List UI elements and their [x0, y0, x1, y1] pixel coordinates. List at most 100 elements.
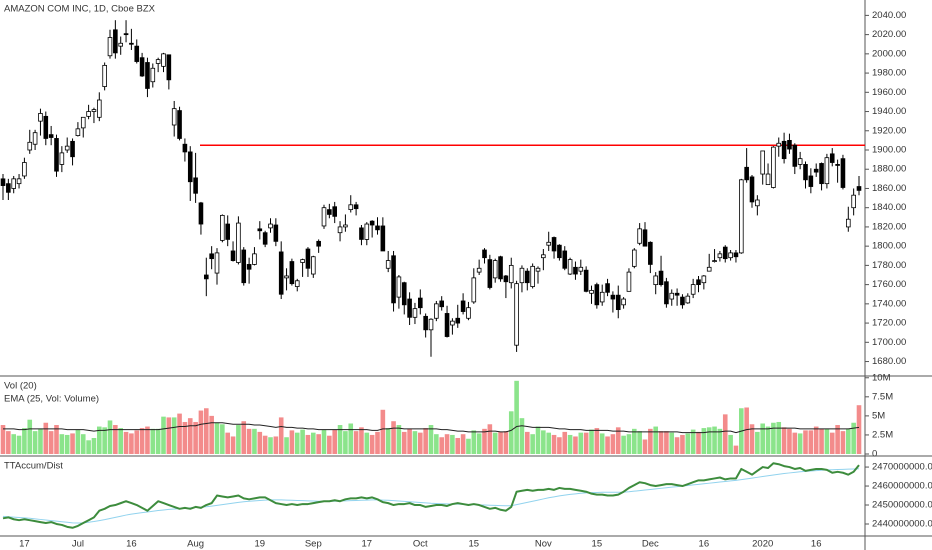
candle-body: [621, 298, 626, 306]
volume-bar: [476, 433, 482, 454]
candle-body: [824, 157, 830, 185]
volume-bar: [685, 433, 691, 454]
volume-bar: [48, 431, 54, 454]
y-tick-label: 1940.00: [872, 106, 906, 117]
volume-bar: [717, 428, 723, 454]
candle-body: [64, 145, 70, 151]
volume-bar: [54, 425, 59, 454]
volume-bar: [535, 426, 541, 454]
candle-body: [182, 143, 188, 153]
volume-bar: [514, 380, 519, 454]
candle-body: [321, 207, 327, 227]
volume-bar: [776, 421, 782, 454]
candle-body: [487, 259, 493, 288]
candle-body: [54, 138, 59, 172]
volume-bar: [722, 414, 728, 454]
volume-bar: [487, 424, 493, 454]
volume-bar: [27, 419, 33, 454]
candle-body: [359, 227, 364, 240]
volume-bar: [755, 431, 760, 454]
volume-bar: [198, 410, 204, 454]
volume-bar: [846, 428, 851, 454]
volume-bar: [792, 432, 798, 454]
candle-body: [155, 59, 161, 64]
volume-bar: [578, 432, 584, 454]
candle-body: [573, 266, 578, 275]
candle-body: [187, 151, 193, 183]
volume-bar: [316, 434, 321, 454]
volume-bar: [439, 437, 444, 454]
volume-bar: [706, 427, 712, 454]
candle-body: [567, 259, 573, 275]
volume-bar: [182, 421, 188, 454]
volume-bar: [589, 429, 594, 454]
volume-bar: [75, 429, 81, 454]
candle-body: [80, 116, 86, 129]
volume-bar: [648, 428, 653, 454]
candle-body: [482, 249, 487, 259]
volume-bar: [803, 430, 808, 454]
volume-bar: [819, 428, 824, 454]
candle-body: [268, 223, 273, 229]
candle-body: [594, 284, 600, 306]
volume-bar: [246, 428, 252, 454]
x-tick-label: Jul: [72, 539, 84, 550]
volume-bar: [273, 436, 279, 454]
candle-body: [428, 318, 434, 331]
candle-body: [380, 225, 386, 252]
x-tick-label: Aug: [187, 539, 204, 550]
candle-body: [257, 228, 263, 232]
candle-body: [744, 166, 749, 181]
volume-bar: [546, 432, 551, 454]
volume-bar: [567, 434, 573, 454]
candle-body: [11, 178, 17, 189]
volume-bar: [557, 437, 562, 454]
volume-bar: [150, 428, 156, 454]
candle-body: [43, 115, 49, 139]
candle-body: [0, 178, 6, 186]
candle-body: [813, 168, 819, 173]
candle-body: [696, 279, 701, 286]
legend-entry: EMA (25, Vol: Volume): [4, 394, 99, 405]
candle-body: [150, 67, 156, 83]
candle-body: [107, 37, 113, 57]
y-tick-label: 1680.00: [872, 356, 906, 367]
volume-bar: [80, 434, 86, 454]
volume-bar: [284, 437, 289, 454]
volume-bar: [541, 430, 546, 454]
candle-body: [755, 199, 760, 207]
candle-body: [22, 162, 27, 177]
volume-bar: [289, 430, 295, 454]
candle-body: [423, 315, 428, 331]
candle-body: [701, 275, 707, 284]
y-tick-label: 2040.00: [872, 10, 906, 21]
volume-bar: [407, 428, 412, 454]
y-tick-label: 1700.00: [872, 337, 906, 348]
volume-bar: [343, 431, 348, 454]
volume-bar: [829, 432, 835, 454]
candle-body: [300, 259, 305, 263]
candle-body: [316, 240, 321, 247]
candle-body: [851, 194, 856, 209]
volume-bar: [749, 424, 755, 454]
y-tick-label: 1960.00: [872, 87, 906, 98]
candle-body: [765, 173, 771, 186]
candle-body: [599, 291, 605, 303]
candle-body: [471, 277, 477, 303]
volume-bar: [364, 432, 370, 454]
y-tick-label: 1720.00: [872, 318, 906, 329]
volume-bar: [369, 434, 375, 454]
candle-body: [551, 237, 557, 252]
volume-bar: [278, 417, 284, 454]
volume-bar: [674, 437, 680, 454]
candle-body: [284, 275, 289, 279]
volume-bar: [139, 428, 145, 454]
volume-bar: [787, 428, 792, 454]
volume-bar: [471, 430, 477, 454]
candle-body: [519, 267, 525, 284]
volume-bar: [332, 429, 337, 454]
volume-bar: [412, 431, 418, 454]
candle-body: [209, 253, 214, 260]
